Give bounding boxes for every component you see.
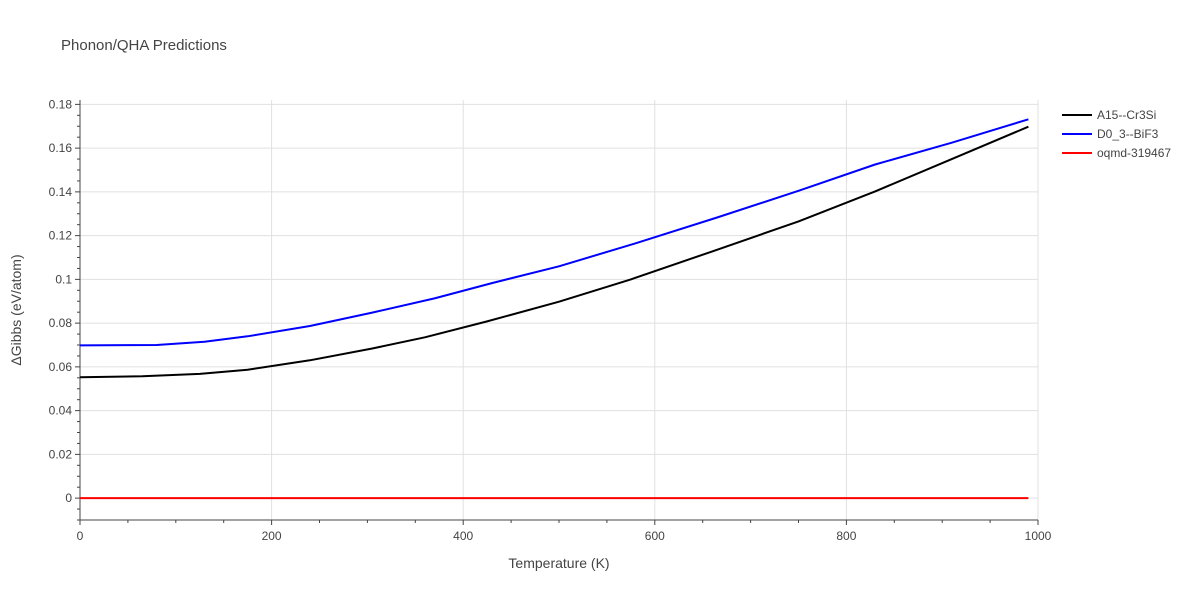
y-tick-label: 0.16 <box>49 141 73 155</box>
legend-label: oqmd-319467 <box>1097 146 1171 160</box>
y-tick-label: 0.14 <box>49 185 73 199</box>
x-tick-label: 400 <box>453 529 473 543</box>
x-tick-label: 1000 <box>1025 529 1052 543</box>
x-tick-label: 800 <box>836 529 856 543</box>
y-tick-label: 0.04 <box>49 404 73 418</box>
x-tick-label: 600 <box>645 529 665 543</box>
y-tick-label: 0.1 <box>55 272 72 286</box>
y-tick-label: 0.08 <box>49 316 73 330</box>
axes: 0 200 400 600 800 1000 0 0.02 0.04 0.06 0.08 0.1 0.1… <box>49 97 1052 543</box>
legend-item[interactable]: A15--Cr3Si <box>1062 108 1156 122</box>
x-tick-label: 200 <box>262 529 282 543</box>
legend-item[interactable]: oqmd-319467 <box>1062 146 1171 160</box>
y-tick-label: 0.02 <box>49 447 73 461</box>
y-tick-label: 0 <box>65 491 72 505</box>
y-tick-label: 0.06 <box>49 360 73 374</box>
x-axis-title: Temperature (K) <box>508 555 609 571</box>
series-lines <box>79 118 1029 500</box>
series-line-D0_3--BiF3 <box>79 118 1029 347</box>
chart-title: Phonon/QHA Predictions <box>61 37 227 54</box>
legend-label: A15--Cr3Si <box>1097 108 1156 122</box>
grid <box>80 100 1039 520</box>
x-tick-label: 0 <box>77 529 84 543</box>
legend-item[interactable]: D0_3--BiF3 <box>1062 127 1159 141</box>
y-tick-label: 0.12 <box>49 229 73 243</box>
y-axis-title: ΔGibbs (eV/atom) <box>8 254 24 365</box>
series-line-A15--Cr3Si <box>79 125 1029 379</box>
legend-label: D0_3--BiF3 <box>1097 127 1159 141</box>
legend[interactable]: A15--Cr3Si D0_3--BiF3 oqmd-319467 <box>1062 108 1171 160</box>
y-tick-label: 0.18 <box>49 97 73 111</box>
